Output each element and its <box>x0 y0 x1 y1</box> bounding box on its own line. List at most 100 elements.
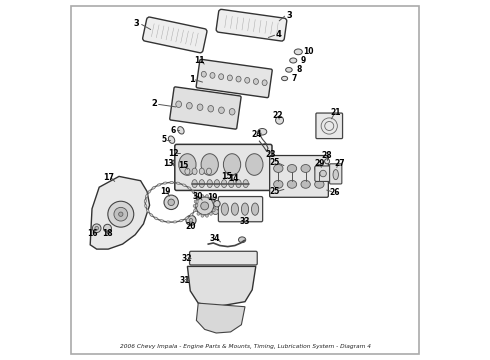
Text: 5: 5 <box>161 135 166 144</box>
Ellipse shape <box>178 150 183 157</box>
Text: 18: 18 <box>102 230 113 239</box>
Ellipse shape <box>192 180 197 188</box>
Ellipse shape <box>223 154 241 175</box>
Ellipse shape <box>236 76 241 82</box>
Ellipse shape <box>196 197 214 215</box>
Ellipse shape <box>197 212 200 215</box>
Ellipse shape <box>210 197 212 199</box>
FancyBboxPatch shape <box>216 9 287 41</box>
Text: 7: 7 <box>292 74 297 83</box>
Text: 21: 21 <box>330 108 341 117</box>
Ellipse shape <box>301 180 310 188</box>
Text: 10: 10 <box>303 48 314 57</box>
Ellipse shape <box>212 200 215 203</box>
Text: 19: 19 <box>160 187 171 196</box>
Ellipse shape <box>210 212 212 215</box>
Ellipse shape <box>173 160 177 167</box>
Text: 12: 12 <box>169 149 179 158</box>
FancyBboxPatch shape <box>175 144 272 190</box>
Ellipse shape <box>213 204 216 207</box>
Text: 24: 24 <box>251 130 262 139</box>
Ellipse shape <box>290 58 297 63</box>
Ellipse shape <box>213 209 219 215</box>
Ellipse shape <box>320 170 326 177</box>
Ellipse shape <box>193 204 196 207</box>
Text: 34: 34 <box>209 234 220 243</box>
Text: 11: 11 <box>194 56 204 65</box>
Text: 4: 4 <box>276 30 282 39</box>
Text: 2006 Chevy Impala - Engine Parts & Mounts, Timing, Lubrication System - Diagram : 2006 Chevy Impala - Engine Parts & Mount… <box>120 344 370 349</box>
Ellipse shape <box>227 75 232 81</box>
Ellipse shape <box>301 165 310 172</box>
FancyBboxPatch shape <box>270 156 328 197</box>
Ellipse shape <box>294 49 302 55</box>
Ellipse shape <box>199 180 204 188</box>
Text: 3: 3 <box>286 10 292 19</box>
Text: 26: 26 <box>329 188 340 197</box>
Text: 13: 13 <box>163 159 173 168</box>
Text: 25: 25 <box>270 187 280 196</box>
Ellipse shape <box>219 107 224 113</box>
Ellipse shape <box>242 203 248 215</box>
Ellipse shape <box>201 195 204 198</box>
Ellipse shape <box>103 224 111 232</box>
FancyBboxPatch shape <box>219 197 263 222</box>
Text: 19: 19 <box>207 194 218 202</box>
Ellipse shape <box>214 180 220 188</box>
Text: 3: 3 <box>133 19 139 28</box>
Ellipse shape <box>210 73 215 78</box>
Ellipse shape <box>192 168 197 175</box>
Ellipse shape <box>119 212 123 216</box>
Text: 28: 28 <box>322 151 332 160</box>
Ellipse shape <box>229 180 234 188</box>
Ellipse shape <box>287 180 296 188</box>
Ellipse shape <box>186 215 196 225</box>
Ellipse shape <box>176 101 181 108</box>
Ellipse shape <box>261 144 269 153</box>
Ellipse shape <box>92 224 101 233</box>
Ellipse shape <box>108 201 134 227</box>
Ellipse shape <box>236 180 241 188</box>
Ellipse shape <box>168 199 174 206</box>
Text: 15: 15 <box>221 172 232 181</box>
Text: 31: 31 <box>179 276 190 285</box>
Ellipse shape <box>287 165 296 172</box>
Polygon shape <box>187 266 256 307</box>
FancyBboxPatch shape <box>330 164 342 184</box>
Ellipse shape <box>245 77 250 83</box>
Text: 2: 2 <box>151 99 157 108</box>
Ellipse shape <box>243 180 248 188</box>
Polygon shape <box>196 303 245 333</box>
Ellipse shape <box>229 108 235 115</box>
Ellipse shape <box>214 201 220 207</box>
Ellipse shape <box>189 219 193 222</box>
Text: 17: 17 <box>103 173 114 181</box>
FancyBboxPatch shape <box>196 59 272 98</box>
Text: 32: 32 <box>181 254 192 263</box>
Ellipse shape <box>197 104 203 111</box>
Ellipse shape <box>239 237 245 243</box>
FancyBboxPatch shape <box>190 251 257 265</box>
Ellipse shape <box>286 68 292 72</box>
Ellipse shape <box>221 203 228 215</box>
Ellipse shape <box>262 80 267 86</box>
Ellipse shape <box>194 200 197 203</box>
Ellipse shape <box>202 62 209 68</box>
FancyBboxPatch shape <box>316 113 343 139</box>
Ellipse shape <box>333 170 339 180</box>
Text: 33: 33 <box>239 217 249 226</box>
FancyBboxPatch shape <box>315 166 331 181</box>
Ellipse shape <box>199 168 204 175</box>
Text: 16: 16 <box>87 230 97 239</box>
Text: 15: 15 <box>178 161 188 170</box>
Ellipse shape <box>273 180 283 188</box>
FancyBboxPatch shape <box>170 87 241 129</box>
Ellipse shape <box>179 154 196 175</box>
Ellipse shape <box>197 197 200 199</box>
Text: 20: 20 <box>186 222 196 231</box>
Text: 1: 1 <box>189 75 195 84</box>
Ellipse shape <box>185 168 190 175</box>
Ellipse shape <box>275 116 284 124</box>
Ellipse shape <box>164 195 178 210</box>
Ellipse shape <box>207 180 213 188</box>
